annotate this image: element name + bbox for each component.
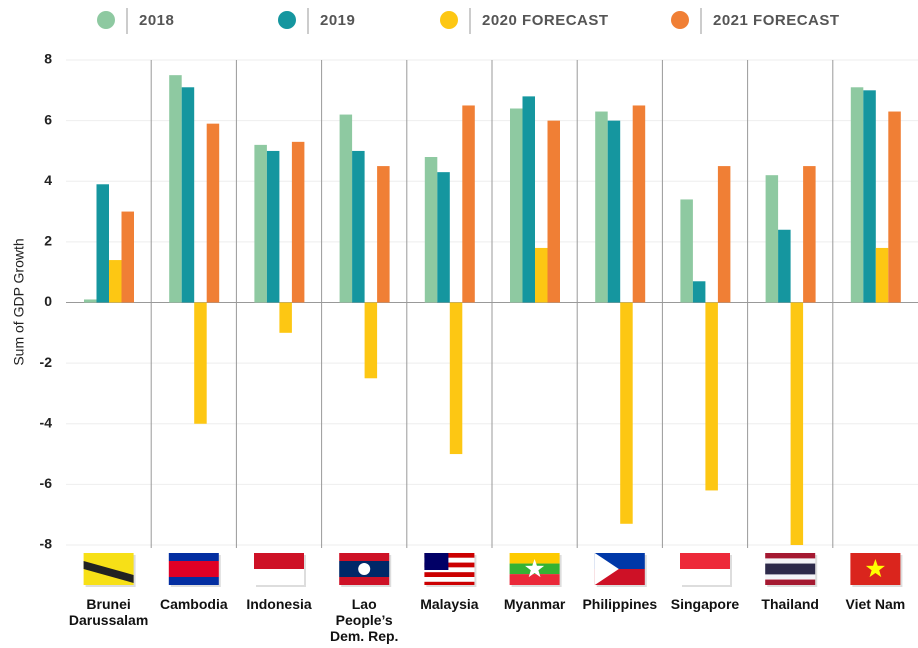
bar <box>535 247 548 303</box>
flag-star <box>525 559 545 578</box>
x-tick-label: Malaysia <box>420 596 479 612</box>
legend-label: 2021 FORECAST <box>713 12 840 29</box>
legend-swatch <box>671 11 689 29</box>
flag-canton <box>424 553 449 570</box>
bar <box>424 157 438 303</box>
flag-stripe <box>424 553 475 558</box>
flag-stripe <box>424 572 475 577</box>
flag-stripe <box>424 562 475 568</box>
bar <box>803 166 816 303</box>
flag-stripe <box>254 553 304 569</box>
flag-stripe <box>509 574 560 585</box>
bar <box>522 96 535 303</box>
bar <box>96 184 109 303</box>
x-tick-label: Cambodia <box>159 596 228 612</box>
bar <box>339 114 353 303</box>
bar <box>254 144 267 303</box>
flag-stripe <box>339 577 390 585</box>
bar <box>888 111 901 303</box>
flag-stripe <box>339 553 390 561</box>
bar <box>717 166 731 303</box>
bar <box>620 302 633 524</box>
flag-emblem <box>358 563 371 575</box>
y-tick-label: -4 <box>40 414 53 430</box>
legend-swatch <box>440 11 458 29</box>
x-tick-label: Myanmar <box>503 596 566 612</box>
bar <box>863 90 876 303</box>
bar <box>266 150 280 303</box>
bar <box>352 150 365 303</box>
y-tick-label: 2 <box>44 233 52 249</box>
flag-star <box>865 559 885 578</box>
y-tick-label: -6 <box>40 475 53 491</box>
flag-triangle <box>594 553 619 585</box>
x-tick-label: Thailand <box>761 596 819 612</box>
bar <box>850 87 864 303</box>
flag-stripe <box>765 563 816 575</box>
bar <box>680 199 693 303</box>
y-tick-label: 6 <box>44 111 52 127</box>
x-tick-label: Viet Nam <box>845 596 906 612</box>
flag-stripe <box>680 553 730 569</box>
bar <box>206 123 220 303</box>
y-tick-label: -8 <box>40 536 53 552</box>
flag-stripe <box>424 567 475 573</box>
flag-stripe <box>168 553 219 561</box>
legend-label: 2020 FORECAST <box>482 12 609 29</box>
bar <box>875 247 889 303</box>
bar <box>109 260 122 303</box>
y-axis-label: Sum of GDP Growth <box>11 238 27 365</box>
bar <box>364 302 378 379</box>
x-tick-label: Indonesia <box>246 596 312 612</box>
legend-label: 2018 <box>139 12 174 29</box>
bar <box>607 120 621 303</box>
flag-stripe <box>168 577 219 585</box>
bar <box>778 229 791 303</box>
bar <box>279 302 292 333</box>
bar <box>765 175 779 303</box>
bar <box>181 87 195 303</box>
y-tick-label: -2 <box>40 354 53 370</box>
x-tick-label: Lao People’s Dem. Rep. <box>329 596 399 644</box>
y-tick-label: 0 <box>44 293 52 309</box>
bar <box>462 105 475 303</box>
flag-stripe <box>765 574 816 580</box>
bar <box>291 141 305 303</box>
flag-stripe <box>424 557 475 563</box>
x-tick-label: Singapore <box>670 596 740 612</box>
bar <box>790 302 804 545</box>
flag-stripe <box>680 569 730 585</box>
bar <box>705 302 718 491</box>
bar <box>547 120 560 303</box>
flag-stripe <box>424 581 475 585</box>
flag-stripe <box>168 561 219 577</box>
bar <box>692 281 706 303</box>
flag-stripe <box>509 553 560 564</box>
flag-stripe <box>765 553 816 559</box>
y-tick-label: 4 <box>44 172 52 188</box>
bar <box>595 111 608 303</box>
flag-stripe <box>765 579 816 585</box>
bar <box>632 105 646 303</box>
y-tick-label: 8 <box>44 51 52 67</box>
flag-stripe <box>254 569 304 585</box>
bar <box>377 166 390 303</box>
bar <box>449 302 463 455</box>
x-tick-label: Philippines <box>582 596 658 612</box>
legend-swatch <box>97 11 115 29</box>
flag-stripe <box>424 577 475 582</box>
legend-swatch <box>278 11 296 29</box>
bar <box>169 75 182 303</box>
flag-stripe <box>765 558 816 564</box>
bar <box>510 108 523 303</box>
bar <box>437 172 450 303</box>
bar <box>84 299 97 303</box>
x-tick-label: Brunei Darussalam <box>68 596 149 628</box>
bar <box>194 302 207 424</box>
bar <box>121 211 134 303</box>
flag-stripe <box>83 561 134 583</box>
legend-label: 2019 <box>320 12 355 29</box>
